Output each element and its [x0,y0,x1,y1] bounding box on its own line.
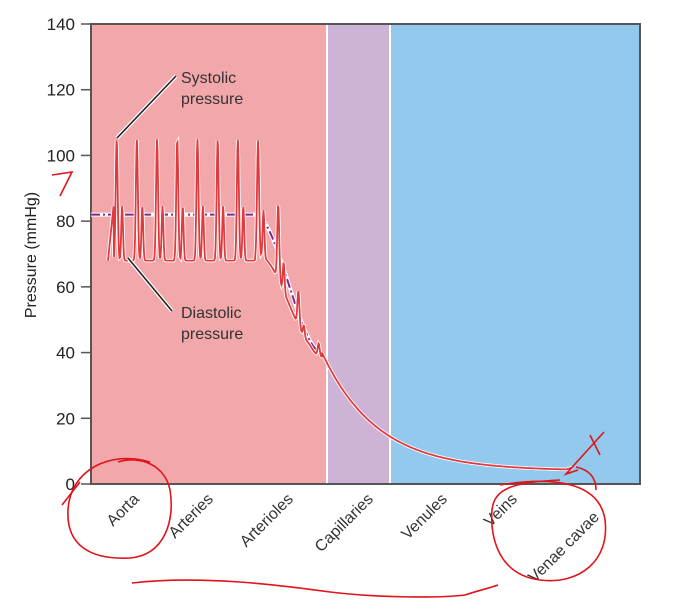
underline-stroke [131,579,499,598]
seven-mark [51,170,74,197]
x-category-label: Arterioles [237,491,297,551]
y-tick-label: 60 [56,278,75,297]
diastolic-label-2: pressure [181,326,243,343]
systolic-leader-line [116,75,177,139]
systolic-label-2: pressure [181,91,243,108]
x-category-label: Capillaries [312,491,377,556]
x-category-label: Venules [399,491,451,543]
plot-frame [90,23,641,485]
diastolic-leader-line [127,257,173,312]
y-tick-label: 20 [56,409,75,428]
y-axis-label: Pressure (mmHg) [23,192,40,318]
y-tick-label: 40 [56,344,75,363]
diastolic-annotation: Diastolic pressure [126,256,243,343]
y-tick-label: 140 [47,15,75,34]
arrow-mark [563,431,605,491]
y-tick-label: 120 [47,81,75,100]
region-capillary [327,24,390,484]
handwritten-markings [51,170,607,598]
y-tick-label: 0 [66,475,75,494]
x-category-label: Arteries [166,491,217,542]
x-category-label: Aorta [104,491,143,530]
x-category-label: Veins [481,491,521,531]
systolic-label-1: Systolic [181,70,236,87]
veins-circle [490,479,607,582]
y-tick-label: 100 [47,146,75,165]
pressure-curve [107,138,573,471]
region-arterial [91,24,327,484]
systolic-annotation: Systolic pressure [115,70,243,140]
zero-arrow-mark [61,481,81,506]
aorta-circle [67,457,172,559]
region-venous [390,24,640,484]
y-tick-label: 80 [56,212,75,231]
x-category-label: Venae cavae [525,509,603,587]
diastolic-label-1: Diastolic [181,305,241,322]
